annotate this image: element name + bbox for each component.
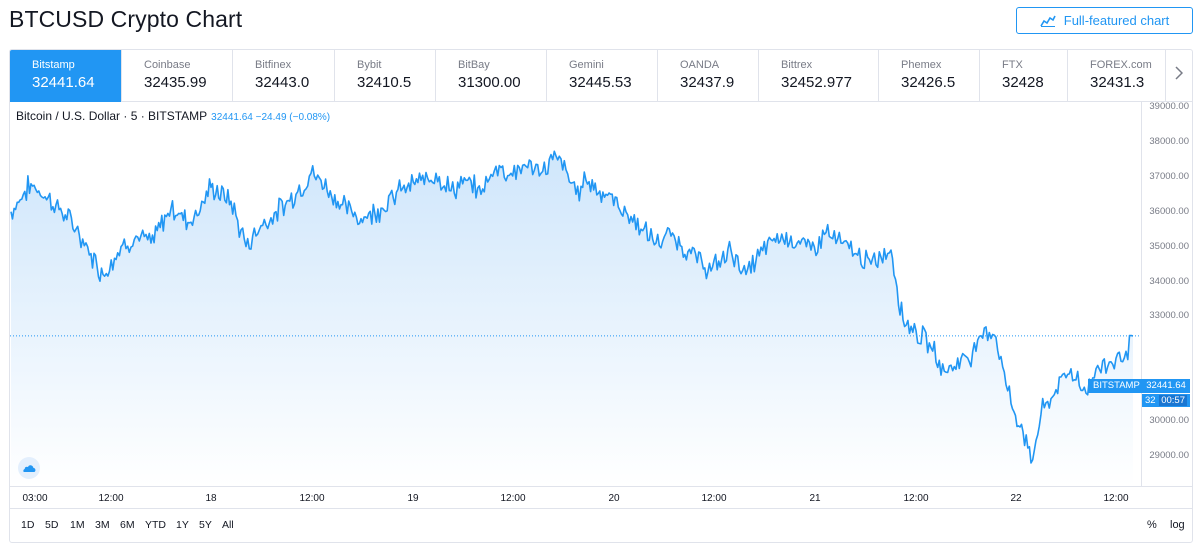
range-5d[interactable]: 5D (45, 519, 59, 531)
time-axis[interactable]: 03:00 12:00 18 12:00 19 12:00 20 12:00 21 12:00 22… (10, 486, 1192, 508)
time-axis-tick: 19 (407, 493, 419, 504)
tab-exchange-price: 32437.9 (680, 74, 735, 91)
last-price-label: 32441.64 (1142, 379, 1190, 393)
chart-legend: Bitcoin / U.S. Dollar · 5 · BITSTAMP 3244… (16, 109, 330, 123)
tab-exchange-price: 32410.5 (357, 74, 412, 91)
range-1m[interactable]: 1M (70, 519, 85, 531)
range-5y[interactable]: 5Y (199, 519, 212, 531)
tab-exchange-name: Bittrex (781, 59, 813, 71)
log-scale-toggle[interactable]: log (1170, 519, 1185, 531)
tradingview-cloud-icon[interactable] (18, 457, 40, 479)
price-axis-tick: 30000.00 (1149, 415, 1189, 427)
page-title: BTCUSD Crypto Chart (9, 6, 243, 32)
exchange-tabs: Bitstamp 32441.64 Coinbase 32435.99 Bitf… (10, 50, 1192, 102)
time-axis-tick: 03:00 (22, 493, 48, 504)
time-axis-tick: 12:00 (903, 493, 929, 504)
tab-exchange-price: 32426.5 (901, 74, 956, 91)
tab-forex-com[interactable]: FOREX.com 32431.3 (1068, 50, 1166, 102)
tab-exchange-name: Bitfinex (255, 59, 292, 71)
range-all[interactable]: All (222, 519, 234, 531)
range-1y[interactable]: 1Y (176, 519, 189, 531)
tab-phemex[interactable]: Phemex 32426.5 (879, 50, 980, 102)
tab-bittrex[interactable]: Bittrex 32452.977 (759, 50, 879, 102)
legend-value: 32441.64 −24.49 (−0.08%) (211, 112, 331, 123)
range-ytd[interactable]: YTD (145, 519, 166, 531)
price-axis-tick: 39000.00 (1149, 101, 1189, 112)
tab-exchange-price: 31300.00 (458, 74, 521, 91)
tab-exchange-price: 32431.3 (1090, 74, 1145, 91)
tab-coinbase[interactable]: Coinbase 32435.99 (122, 50, 233, 102)
range-1d[interactable]: 1D (21, 519, 35, 531)
chevron-right-icon (1175, 66, 1184, 85)
tab-exchange-price: 32452.977 (781, 74, 852, 91)
tab-oanda[interactable]: OANDA 32437.9 (658, 50, 759, 102)
time-axis-tick: 18 (205, 493, 217, 504)
price-chart (10, 150, 1141, 486)
series-line (10, 150, 1134, 464)
series-area-fill (11, 151, 1133, 486)
tab-exchange-name: FOREX.com (1090, 59, 1152, 71)
time-axis-tick: 12:00 (1103, 493, 1129, 504)
tab-bybit[interactable]: Bybit 32410.5 (335, 50, 436, 102)
tab-exchange-name: Gemini (569, 59, 604, 71)
tab-ftx[interactable]: FTX 32428 (980, 50, 1068, 102)
tab-bitbay[interactable]: BitBay 31300.00 (436, 50, 547, 102)
price-axis-tick: 37000.00 (1149, 170, 1189, 182)
time-axis-tick: 20 (608, 493, 620, 504)
tab-exchange-name: Coinbase (144, 59, 191, 71)
tab-exchange-price: 32435.99 (144, 74, 207, 91)
tab-exchange-name: Bitstamp (32, 59, 75, 71)
time-axis-tick: 12:00 (701, 493, 727, 504)
price-axis-tick: 33000.00 (1149, 310, 1189, 322)
hidden-price-fragment: 32 (1145, 395, 1156, 406)
range-6m[interactable]: 6M (120, 519, 135, 531)
chart-line-icon (1040, 15, 1056, 27)
range-3m[interactable]: 3M (95, 519, 110, 531)
chart-area[interactable]: Bitcoin / U.S. Dollar · 5 · BITSTAMP 3244… (10, 101, 1192, 542)
legend-symbol: Bitcoin / U.S. Dollar · 5 · BITSTAMP (16, 109, 208, 123)
price-axis-tick: 38000.00 (1149, 135, 1189, 147)
bar-countdown-label: 32 00:57 (1142, 394, 1190, 407)
chart-widget: Bitstamp 32441.64 Coinbase 32435.99 Bitf… (9, 49, 1193, 543)
price-axis-tick: 29000.00 (1149, 450, 1189, 461)
full-featured-chart-label: Full-featured chart (1063, 13, 1170, 28)
tab-exchange-name: Bybit (357, 59, 382, 71)
next-tabs-button[interactable] (1166, 50, 1192, 101)
full-featured-chart-button[interactable]: Full-featured chart (1016, 7, 1193, 34)
tab-exchange-price: 32445.53 (569, 74, 632, 91)
tab-exchange-price: 32428 (1002, 74, 1044, 91)
tab-bitfinex[interactable]: Bitfinex 32443.0 (233, 50, 335, 102)
percent-scale-toggle[interactable]: % (1147, 519, 1157, 531)
countdown-time: 00:57 (1159, 395, 1187, 406)
range-bar: 1D 5D 1M 3M 6M YTD 1Y 5Y All % log (10, 508, 1192, 542)
tab-exchange-name: OANDA (680, 59, 720, 71)
time-axis-tick: 22 (1010, 493, 1022, 504)
tab-exchange-name: BitBay (458, 59, 490, 71)
tab-exchange-name: Phemex (901, 59, 942, 71)
price-axis-tick: 34000.00 (1149, 275, 1189, 287)
price-axis-tick: 36000.00 (1149, 205, 1189, 217)
time-axis-tick: 12:00 (98, 493, 124, 504)
tab-gemini[interactable]: Gemini 32445.53 (547, 50, 658, 102)
price-axis[interactable]: 39000.00 38000.00 37000.00 36000.00 35000.00… (1141, 101, 1192, 486)
price-axis-tick: 35000.00 (1149, 240, 1189, 252)
time-axis-tick: 12:00 (299, 493, 325, 504)
tab-bitstamp[interactable]: Bitstamp 32441.64 (10, 50, 122, 102)
tab-exchange-name: FTX (1002, 59, 1023, 71)
exchange-price-label: BITSTAMP (1088, 379, 1145, 393)
time-axis-tick: 12:00 (500, 493, 526, 504)
time-axis-tick: 21 (809, 493, 821, 504)
tab-exchange-price: 32441.64 (32, 74, 95, 91)
tab-exchange-price: 32443.0 (255, 74, 310, 91)
